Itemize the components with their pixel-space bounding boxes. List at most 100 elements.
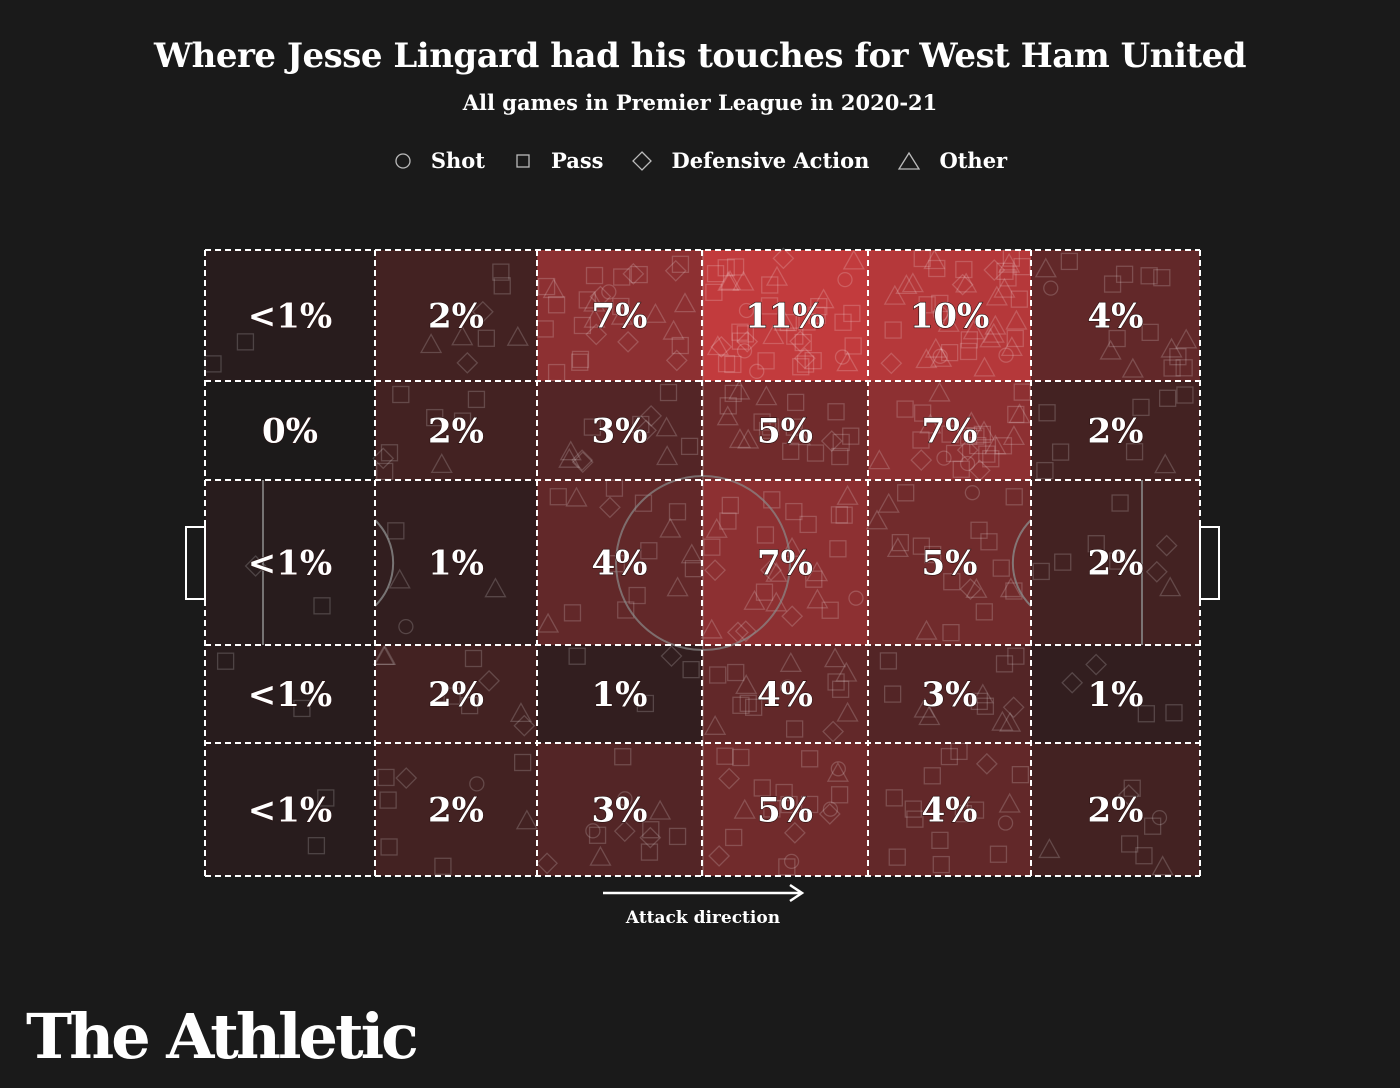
legend-item-other: Other bbox=[897, 148, 1007, 173]
other-marker bbox=[918, 705, 941, 726]
pass-marker bbox=[563, 604, 582, 622]
other-marker bbox=[895, 274, 918, 295]
pass-marker bbox=[1125, 443, 1144, 461]
pass-marker bbox=[668, 503, 687, 521]
pass-marker bbox=[827, 403, 845, 421]
pass-marker bbox=[628, 586, 646, 605]
defensive-action-marker bbox=[793, 347, 816, 370]
heatmap-cell bbox=[702, 645, 868, 743]
pass-marker bbox=[888, 848, 906, 866]
legend-item-pass: Pass bbox=[513, 148, 603, 173]
pass-marker bbox=[970, 692, 988, 711]
cell-percent-label: <1% bbox=[248, 297, 332, 337]
shot-marker bbox=[837, 271, 853, 288]
pass-marker bbox=[467, 390, 486, 409]
defensive-action-marker bbox=[910, 449, 933, 471]
pass-marker bbox=[684, 559, 703, 578]
legend-item-defensive-action: Defensive Action bbox=[631, 148, 869, 173]
shot-marker bbox=[736, 343, 753, 359]
pass-marker bbox=[940, 747, 959, 766]
other-marker bbox=[913, 697, 936, 718]
pass-marker bbox=[726, 258, 745, 276]
shot-marker bbox=[848, 590, 864, 606]
other-marker bbox=[886, 537, 909, 558]
pass-marker bbox=[1005, 582, 1023, 600]
heatmap-cell bbox=[537, 645, 702, 743]
defensive-action-marker bbox=[617, 330, 639, 353]
heatmap-cell bbox=[702, 381, 868, 480]
pass-marker bbox=[1132, 398, 1150, 417]
pass-marker bbox=[1176, 386, 1194, 404]
other-marker bbox=[755, 385, 778, 406]
pass-marker bbox=[753, 779, 771, 797]
pass-marker bbox=[1051, 443, 1070, 461]
heatmap-cell bbox=[868, 480, 1031, 645]
pass-marker bbox=[843, 304, 861, 323]
pass-marker bbox=[513, 753, 532, 772]
pass-marker bbox=[1140, 267, 1158, 285]
defensive-action-marker bbox=[536, 852, 558, 875]
shot-marker bbox=[936, 450, 952, 466]
cell-percent-label: 7% bbox=[592, 297, 648, 337]
pass-marker bbox=[1013, 258, 1031, 276]
cell-percent-label: 4% bbox=[1088, 297, 1144, 337]
other-marker bbox=[542, 278, 565, 299]
chart-title: Where Jesse Lingard had his touches for … bbox=[153, 36, 1247, 76]
pass-marker bbox=[1169, 348, 1187, 366]
other-marker bbox=[877, 492, 900, 513]
pass-marker bbox=[716, 747, 734, 765]
pass-marker bbox=[959, 342, 978, 361]
other-marker bbox=[515, 809, 538, 830]
heatmap-cell bbox=[702, 480, 868, 645]
other-marker bbox=[985, 285, 1008, 306]
attack-direction-arrow bbox=[603, 883, 805, 903]
cell-percent-label: 2% bbox=[1088, 791, 1144, 831]
circle-icon bbox=[395, 152, 411, 169]
pass-marker bbox=[829, 540, 847, 558]
other-marker bbox=[836, 701, 859, 722]
pass-marker bbox=[426, 408, 444, 427]
defensive-action-marker bbox=[710, 335, 733, 358]
defensive-action-marker bbox=[736, 330, 759, 353]
heatmap-cell bbox=[702, 250, 868, 381]
pass-marker bbox=[924, 545, 942, 564]
heatmap-cell bbox=[868, 250, 1031, 381]
chart-subtitle: All games in Premier League in 2020-21 bbox=[462, 90, 938, 115]
cell-percent-label: <1% bbox=[248, 544, 332, 584]
defensive-action-marker bbox=[665, 349, 688, 372]
penalty-arc-left bbox=[374, 519, 395, 607]
shot-marker bbox=[469, 776, 485, 792]
other-marker bbox=[1005, 309, 1028, 330]
pass-marker bbox=[904, 800, 922, 818]
penalty-arc-right bbox=[1011, 519, 1032, 607]
other-marker bbox=[923, 249, 946, 270]
pass-marker bbox=[966, 801, 985, 819]
pass-marker bbox=[640, 843, 659, 861]
other-marker bbox=[984, 434, 1007, 455]
pass-marker bbox=[642, 821, 660, 839]
shot-marker bbox=[964, 485, 981, 501]
pass-marker bbox=[1158, 389, 1177, 407]
pass-marker bbox=[1109, 552, 1127, 570]
heatmap-cell bbox=[537, 480, 702, 645]
pass-marker bbox=[536, 320, 554, 338]
pass-marker bbox=[821, 601, 839, 619]
pass-marker bbox=[736, 325, 755, 343]
cell-percent-label: 1% bbox=[428, 544, 484, 584]
pass-marker bbox=[717, 355, 736, 373]
other-marker bbox=[993, 277, 1016, 298]
pass-marker bbox=[732, 748, 750, 767]
pass-marker bbox=[1011, 766, 1030, 784]
pass-marker bbox=[995, 655, 1014, 673]
shot-marker bbox=[830, 761, 846, 777]
pass-marker bbox=[216, 652, 235, 670]
other-marker bbox=[971, 683, 994, 704]
pass-marker bbox=[636, 694, 655, 713]
cell-percent-label: 2% bbox=[428, 412, 484, 452]
pass-marker bbox=[680, 437, 699, 456]
other-marker bbox=[666, 576, 689, 597]
other-marker bbox=[506, 325, 529, 346]
cell-percent-label: 7% bbox=[757, 544, 813, 584]
pass-marker bbox=[969, 436, 987, 455]
other-marker bbox=[589, 845, 612, 866]
